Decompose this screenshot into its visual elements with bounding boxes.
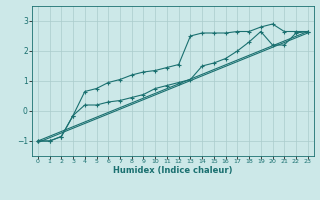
X-axis label: Humidex (Indice chaleur): Humidex (Indice chaleur)	[113, 166, 233, 175]
